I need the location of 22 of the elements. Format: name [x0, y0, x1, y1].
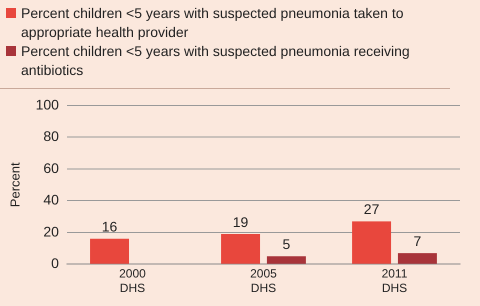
data-label: 5	[282, 236, 291, 252]
legend-label: Percent children <5 years with suspected pneumonia taken to appropriate health provider	[21, 4, 405, 42]
bar	[352, 221, 392, 264]
x-tick-label: 2011 DHS	[382, 266, 408, 296]
y-axis-title: Percent	[7, 162, 22, 208]
y-tick-label: 40	[43, 192, 60, 208]
bar	[90, 238, 130, 264]
data-label: 16	[102, 218, 118, 235]
x-tick-label: 2000 DHS	[119, 266, 146, 296]
y-tick-label: 0	[51, 255, 60, 272]
y-tick-label: 80	[43, 128, 60, 144]
x-tick-label: 2005 DHS	[250, 266, 278, 296]
bar	[221, 234, 260, 264]
y-tick-label: 100	[36, 96, 60, 112]
legend-label: Percent children <5 years with suspected pneumonia receiving antibiotics	[21, 42, 411, 80]
y-tick-label: 20	[43, 223, 60, 240]
data-label: 19	[232, 214, 249, 230]
data-label: 27	[364, 201, 380, 218]
bar	[266, 256, 306, 264]
bar	[398, 253, 437, 264]
y-tick-label: 60	[43, 160, 60, 176]
data-label: 7	[414, 232, 422, 249]
